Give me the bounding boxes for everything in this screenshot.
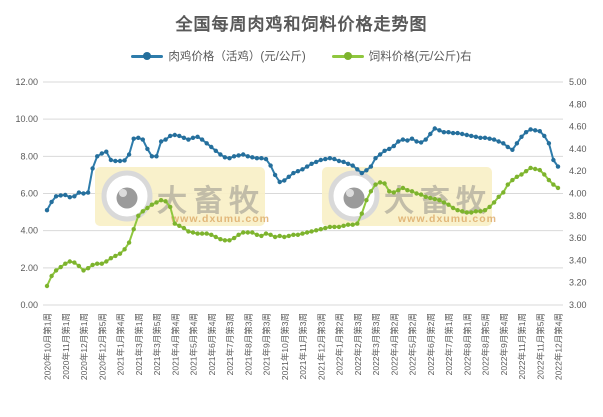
svg-text:2020年11月第1周: 2020年11月第1周 bbox=[61, 313, 71, 379]
svg-text:2021年1月第4周: 2021年1月第4周 bbox=[116, 313, 126, 375]
svg-text:2021年8月第3周: 2021年8月第3周 bbox=[243, 313, 253, 375]
svg-text:4.00: 4.00 bbox=[20, 226, 38, 236]
svg-text:3.40: 3.40 bbox=[569, 255, 587, 265]
svg-text:6.00: 6.00 bbox=[20, 189, 38, 199]
svg-text:2021年3月第1周: 2021年3月第1周 bbox=[134, 313, 144, 375]
svg-text:12.00: 12.00 bbox=[15, 77, 38, 87]
svg-text:2022年11月第1周: 2022年11月第1周 bbox=[517, 313, 527, 379]
svg-text:3.00: 3.00 bbox=[569, 300, 587, 310]
svg-text:2022年7月第1周: 2022年7月第1周 bbox=[444, 313, 454, 375]
y-axis-right-labels: 3.00 3.20 3.40 3.60 3.80 4.00 4.20 4.40 4.60 4.80… bbox=[569, 77, 587, 310]
svg-text:2022年9月第4周: 2022年9月第4周 bbox=[499, 313, 509, 375]
legend-label-broiler: 肉鸡价格（活鸡）(元/公斤) bbox=[168, 51, 306, 63]
svg-text:2021年9月第3周: 2021年9月第3周 bbox=[262, 313, 272, 375]
svg-text:2021年11月第3周: 2021年11月第3周 bbox=[298, 313, 308, 379]
svg-text:4.80: 4.80 bbox=[569, 99, 587, 109]
svg-text:4.60: 4.60 bbox=[569, 122, 587, 132]
broiler-line-marker-icon bbox=[131, 52, 164, 60]
svg-text:2022年3月第3周: 2022年3月第3周 bbox=[371, 313, 381, 375]
svg-text:2.00: 2.00 bbox=[20, 263, 38, 273]
svg-text:3.60: 3.60 bbox=[569, 233, 587, 243]
svg-text:2021年5月第4周: 2021年5月第4周 bbox=[189, 313, 199, 375]
x-axis-labels: 2020年10月第1周 2020年11月第1周 2020年12月第1周 2020年12… bbox=[43, 313, 564, 380]
svg-text:2020年12月第1周: 2020年12月第1周 bbox=[79, 313, 89, 380]
feed-line-marker-icon bbox=[331, 52, 364, 60]
svg-text:2021年10月第3周: 2021年10月第3周 bbox=[280, 313, 290, 380]
watermark-url: www.dxumu.com bbox=[397, 213, 497, 225]
legend-item-broiler: 肉鸡价格（活鸡）(元/公斤) bbox=[131, 48, 306, 64]
svg-text:2021年7月第3周: 2021年7月第3周 bbox=[225, 313, 235, 375]
broiler-dot-icon bbox=[143, 52, 152, 60]
svg-text:2022年1月第2周: 2022年1月第2周 bbox=[335, 313, 345, 375]
svg-text:4.00: 4.00 bbox=[569, 189, 587, 199]
svg-text:2020年12月第5周: 2020年12月第5周 bbox=[97, 313, 107, 380]
svg-text:2022年2月第3周: 2022年2月第3周 bbox=[353, 313, 363, 375]
svg-text:10.00: 10.00 bbox=[15, 114, 38, 124]
svg-text:3.20: 3.20 bbox=[569, 278, 587, 288]
watermark-url: www.dxumu.com bbox=[170, 213, 270, 225]
series-broiler-price-line bbox=[44, 126, 561, 213]
chart-title: 全国每周肉鸡和饲料价格走势图 bbox=[175, 15, 428, 34]
svg-text:4.40: 4.40 bbox=[569, 144, 587, 154]
svg-text:5.00: 5.00 bbox=[569, 77, 587, 87]
svg-text:4.20: 4.20 bbox=[569, 166, 587, 176]
svg-text:2021年6月第4周: 2021年6月第4周 bbox=[207, 313, 217, 375]
svg-text:2020年10月第1周: 2020年10月第1周 bbox=[43, 313, 53, 380]
y-axis-left-labels: 0.00 2.00 4.00 6.00 8.00 10.00 12.00 bbox=[15, 77, 38, 310]
watermark-brand: 大畜牧 bbox=[157, 184, 265, 218]
svg-text:2021年3月第5周: 2021年3月第5周 bbox=[152, 313, 162, 375]
svg-text:2022年4月第2周: 2022年4月第2周 bbox=[389, 313, 399, 375]
svg-text:2022年5月第2周: 2022年5月第2周 bbox=[408, 313, 418, 375]
svg-text:0.00: 0.00 bbox=[20, 300, 38, 310]
legend-label-feed: 饲料价格(元/公斤)右 bbox=[368, 51, 472, 63]
svg-text:2021年4月第4周: 2021年4月第4周 bbox=[170, 313, 180, 375]
legend-item-feed: 饲料价格(元/公斤)右 bbox=[331, 48, 472, 64]
svg-text:2022年11月第5周: 2022年11月第5周 bbox=[535, 313, 545, 379]
svg-text:3.80: 3.80 bbox=[569, 211, 587, 221]
svg-text:8.00: 8.00 bbox=[20, 151, 38, 161]
svg-text:2022年8月第1周: 2022年8月第1周 bbox=[462, 313, 472, 375]
svg-text:2022年6月第2周: 2022年6月第2周 bbox=[426, 313, 436, 375]
svg-text:2022年12月第4周: 2022年12月第4周 bbox=[554, 313, 564, 380]
svg-text:2022年8月第5周: 2022年8月第5周 bbox=[481, 313, 491, 375]
feed-dot-icon bbox=[343, 52, 352, 60]
series-feed-price-line bbox=[44, 165, 561, 289]
chart-legend: 肉鸡价格（活鸡）(元/公斤) 饲料价格(元/公斤)右 bbox=[0, 48, 603, 64]
svg-text:2021年12月第3周: 2021年12月第3周 bbox=[316, 313, 326, 380]
